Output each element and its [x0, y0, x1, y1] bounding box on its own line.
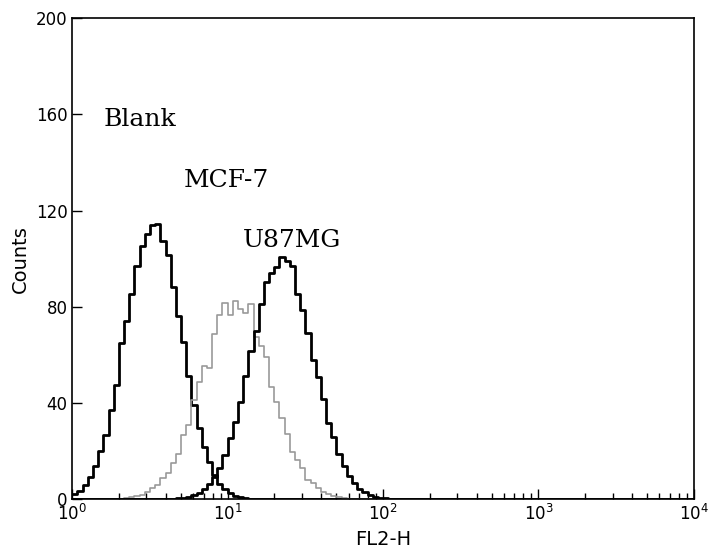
Text: U87MG: U87MG [243, 228, 341, 251]
X-axis label: FL2-H: FL2-H [355, 530, 411, 549]
Text: Blank: Blank [104, 109, 176, 132]
Text: MCF-7: MCF-7 [184, 169, 269, 192]
Y-axis label: Counts: Counts [11, 225, 30, 293]
